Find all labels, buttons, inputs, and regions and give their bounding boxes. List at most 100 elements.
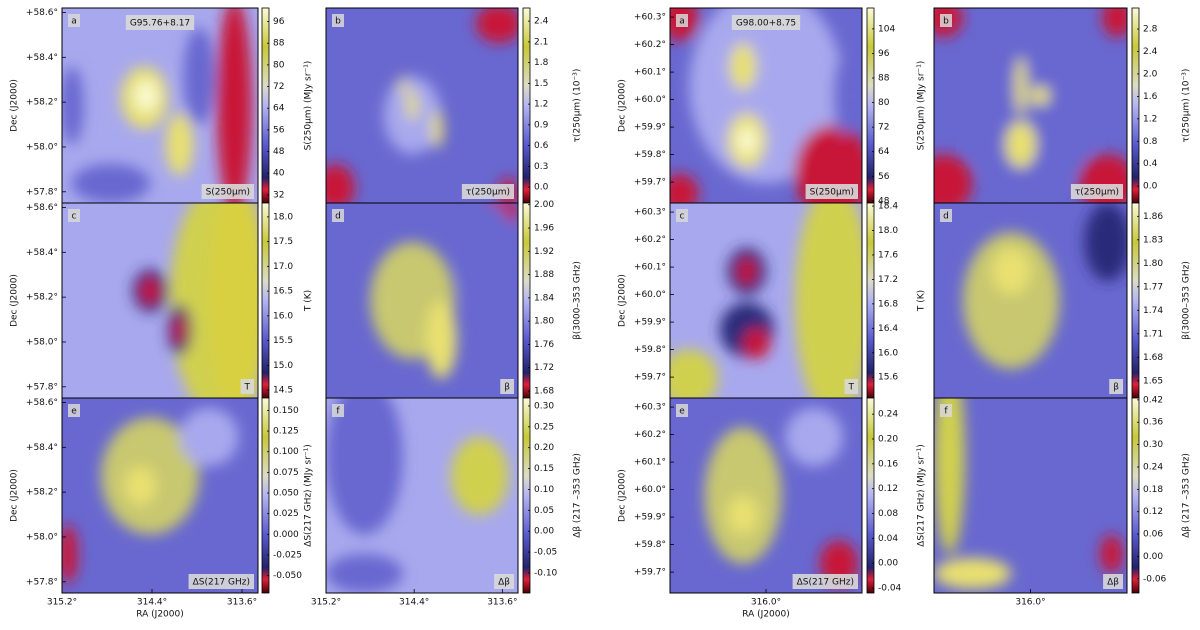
y-tick-label: +60.2° xyxy=(634,40,666,50)
x-tick-label: 315.2° xyxy=(47,598,77,608)
y-tick-label: +60.2° xyxy=(634,235,666,245)
panel-letter-box xyxy=(676,404,688,417)
colorbar-tick-label: 0.20 xyxy=(534,443,554,453)
panel-label-box xyxy=(201,184,254,199)
map-feature xyxy=(737,126,757,155)
colorbar-tick-label: 56 xyxy=(878,172,890,182)
colorbar-label: τ(250μm) (10⁻³) xyxy=(573,69,583,143)
colorbar-tick-label: 48 xyxy=(273,147,285,157)
y-tick-label: +60.1° xyxy=(634,263,666,273)
map-feature xyxy=(1099,534,1124,574)
y-tick-label: +60.0° xyxy=(634,290,666,300)
colorbar-tick-label: 56 xyxy=(273,125,285,135)
x-axis-label: RA (J2000) xyxy=(742,610,790,620)
panel-letter-box xyxy=(68,14,80,27)
panel-letter-box xyxy=(940,404,952,417)
colorbar-tick-label: 0.4 xyxy=(1143,159,1158,169)
y-tick-label: +59.9° xyxy=(634,513,666,523)
map-features xyxy=(62,407,239,584)
panel-label: β xyxy=(1113,383,1119,393)
source-name: G95.76+8.17 xyxy=(130,19,190,29)
map-features xyxy=(132,203,258,398)
map-feature xyxy=(209,203,258,398)
colorbar-tick-label: 18.0 xyxy=(878,226,898,236)
panel-label: S(250μm) xyxy=(206,188,250,198)
colorbar-tick-label: 16.8 xyxy=(878,299,898,309)
panel-label: T xyxy=(244,383,251,393)
colorbar-label: Δβ (217 –353 GHz) xyxy=(573,453,583,538)
map xyxy=(326,203,518,398)
y-tick-label: +59.8° xyxy=(634,150,666,160)
map-feature xyxy=(134,80,159,112)
map-feature xyxy=(833,56,853,135)
colorbar-tick-label: 15.0 xyxy=(273,361,293,371)
map-features xyxy=(326,398,509,593)
colorbar-tick-label: 0.0 xyxy=(1143,182,1158,192)
colorbar-tick-label: -0.05 xyxy=(534,548,557,558)
colorbar-tick-label: 18.4 xyxy=(878,202,898,212)
colorbar-tick-label: 1.2 xyxy=(534,100,548,110)
colorbar-tick-label: 16.4 xyxy=(878,324,898,334)
panel-letter: d xyxy=(943,212,949,222)
panel-label: β xyxy=(504,383,510,393)
panel-label-box xyxy=(188,574,254,589)
x-tick-label: 313.6° xyxy=(227,598,257,608)
colorbar xyxy=(261,7,270,204)
map xyxy=(326,8,518,203)
panel-frame xyxy=(325,397,519,594)
panel-letter: f xyxy=(944,407,948,417)
map-feature xyxy=(704,427,782,564)
colorbar-tick-label: 17.6 xyxy=(878,250,898,260)
colorbar-tick-label: 16.0 xyxy=(878,348,898,358)
colorbar-label: β(3000–353 GHz) xyxy=(573,261,583,340)
y-tick-label: +59.7° xyxy=(634,178,666,188)
map-feature xyxy=(670,349,718,398)
colorbar-tick-label: -0.050 xyxy=(273,571,302,581)
panel-letter-box xyxy=(940,14,952,27)
colorbar xyxy=(866,397,875,594)
map-feature xyxy=(398,76,407,96)
colorbar-tick-label: 64 xyxy=(878,147,890,157)
colorbar-tick-label: 0.125 xyxy=(273,427,299,437)
colorbar-tick-label: 0.16 xyxy=(878,459,898,469)
colorbar-tick-label: 1.68 xyxy=(534,387,554,397)
map xyxy=(934,8,1127,203)
panel-letter: c xyxy=(680,212,685,222)
colorbar-tick-label: 0.00 xyxy=(534,527,554,537)
x-tick-label: 316.0° xyxy=(751,598,781,608)
panel-label: τ(250μm) xyxy=(466,188,510,198)
panel-label: Δβ xyxy=(1107,578,1119,588)
y-tick-label: +59.7° xyxy=(634,373,666,383)
colorbar-tick-label: 0.36 xyxy=(1143,418,1163,428)
y-tick-label: +58.0° xyxy=(26,532,58,542)
panel-letter-box xyxy=(940,209,952,222)
colorbar-tick-label: 1.96 xyxy=(534,224,554,234)
map-feature xyxy=(962,232,1060,369)
colorbar-tick-label: 0.18 xyxy=(1143,485,1163,495)
panel-letter-box xyxy=(332,404,344,417)
source-name-box xyxy=(731,15,801,30)
colorbar-tick-label: 17.5 xyxy=(273,237,293,247)
colorbar-tick-label: 72 xyxy=(878,123,889,133)
colorbar-tick-label: 104 xyxy=(878,24,895,34)
map-feature xyxy=(326,164,355,203)
panel-label: τ(250μm) xyxy=(1075,188,1119,198)
y-tick-label: +60.3° xyxy=(634,403,666,413)
panel-label-box xyxy=(1103,574,1123,589)
panel-label: ΔS(217 GHz) xyxy=(797,578,854,588)
colorbar-tick-label: 48 xyxy=(878,196,890,206)
y-tick-label: +57.8° xyxy=(26,577,58,587)
map-features xyxy=(62,8,253,203)
colorbar-label: S(250μm) (MJy sr⁻¹) xyxy=(304,61,314,151)
y-tick-label: +58.2° xyxy=(26,488,58,498)
map-feature xyxy=(450,437,509,515)
source-name: G98.00+8.75 xyxy=(736,19,796,29)
colorbar-tick-label: 0.10 xyxy=(534,485,554,495)
colorbar-label: ΔS(217 GHz) (MJy sr⁻¹) xyxy=(917,444,927,547)
colorbar-tick-label: 1.88 xyxy=(534,270,554,280)
y-tick-label: +59.7° xyxy=(634,568,666,578)
colorbar-tick-label: 1.72 xyxy=(534,363,554,373)
colorbar-tick-label: 0.24 xyxy=(878,410,898,420)
colorbar-tick-label: 80 xyxy=(878,98,890,108)
map-feature xyxy=(165,113,194,176)
